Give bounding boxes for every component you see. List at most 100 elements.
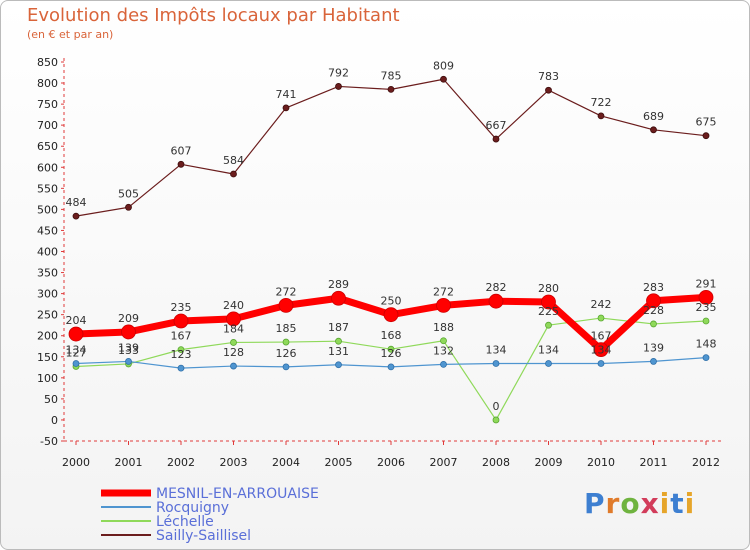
data-point xyxy=(387,345,395,353)
data-label: 667 xyxy=(486,119,507,132)
data-label: 283 xyxy=(643,281,664,294)
data-label: 133 xyxy=(118,344,139,357)
y-tick-label: 700 xyxy=(37,119,58,132)
data-label: 228 xyxy=(643,304,664,317)
data-point xyxy=(383,307,399,323)
data-point xyxy=(650,126,657,134)
data-point xyxy=(335,83,342,90)
data-point xyxy=(698,290,714,305)
data-point xyxy=(335,337,342,345)
data-label: 240 xyxy=(223,299,244,312)
x-tick-label: 2011 xyxy=(640,456,668,469)
data-point xyxy=(125,358,132,365)
data-label: 675 xyxy=(696,116,717,129)
data-label: 272 xyxy=(276,285,297,298)
data-label: 741 xyxy=(276,88,297,101)
x-tick-label: 2007 xyxy=(430,456,458,469)
chart-title: Evolution des Impôts locaux par Habitant xyxy=(27,5,400,26)
x-tick-label: 2012 xyxy=(692,456,720,469)
data-point xyxy=(387,363,395,371)
data-point xyxy=(282,338,290,346)
data-point xyxy=(597,360,605,367)
legend-label: Sailly-Saillisel xyxy=(156,528,251,544)
data-point xyxy=(282,363,290,371)
x-tick-label: 2005 xyxy=(325,456,353,469)
data-label: 188 xyxy=(433,321,454,334)
data-label: 792 xyxy=(328,66,349,79)
data-label: 291 xyxy=(696,277,717,290)
legend-label: Rocquigny xyxy=(156,500,229,516)
y-tick-label: 300 xyxy=(37,288,58,301)
data-point xyxy=(177,364,185,372)
x-tick-label: 2001 xyxy=(115,456,143,469)
data-point xyxy=(436,298,451,313)
data-point xyxy=(121,324,136,340)
data-point xyxy=(545,321,552,329)
data-label: 139 xyxy=(643,341,664,354)
data-label: 225 xyxy=(538,305,559,318)
data-point xyxy=(492,416,500,424)
data-label: 282 xyxy=(486,281,507,294)
data-label: 134 xyxy=(538,344,559,357)
data-label: 722 xyxy=(591,96,612,109)
y-tick-label: 100 xyxy=(37,372,58,385)
data-label: 484 xyxy=(66,196,87,209)
data-label: 167 xyxy=(591,330,612,343)
data-point xyxy=(125,203,132,211)
data-point xyxy=(702,354,710,362)
data-point xyxy=(230,362,237,370)
data-point xyxy=(278,298,294,313)
data-label: 689 xyxy=(643,110,664,123)
data-label: 783 xyxy=(538,70,559,83)
data-label: 123 xyxy=(171,348,192,361)
data-point xyxy=(177,160,185,168)
chart-subtitle: (en € et par an) xyxy=(27,28,114,41)
x-tick-label: 2003 xyxy=(220,456,248,469)
data-label: 505 xyxy=(118,187,139,200)
data-point xyxy=(597,314,605,322)
data-point xyxy=(492,360,500,367)
y-tick-label: 600 xyxy=(37,161,58,174)
data-point xyxy=(488,293,504,309)
data-label: 185 xyxy=(276,322,297,335)
data-point xyxy=(226,311,241,327)
x-tick-label: 2006 xyxy=(377,456,405,469)
data-point xyxy=(646,293,661,309)
data-label: 204 xyxy=(66,314,87,327)
data-label: 235 xyxy=(696,301,717,314)
y-tick-label: 150 xyxy=(37,351,58,364)
y-tick-label: 400 xyxy=(37,246,58,259)
data-label: 242 xyxy=(591,298,612,311)
data-label: 148 xyxy=(696,338,717,351)
x-tick-label: 2002 xyxy=(167,456,195,469)
data-point xyxy=(492,135,500,143)
y-tick-label: 50 xyxy=(44,393,58,406)
y-tick-label: 800 xyxy=(37,77,58,90)
data-point xyxy=(335,361,342,369)
data-label: 134 xyxy=(66,344,87,357)
data-point xyxy=(545,360,552,367)
data-label: 126 xyxy=(381,347,402,360)
x-tick-label: 2000 xyxy=(62,456,90,469)
data-label: 184 xyxy=(223,322,244,335)
legend-label: MESNIL-EN-ARROUAISE xyxy=(156,486,319,502)
data-point xyxy=(541,294,556,310)
data-point xyxy=(440,337,447,345)
data-point xyxy=(72,212,80,220)
data-label: 250 xyxy=(381,295,402,308)
data-point xyxy=(440,360,447,368)
y-tick-label: 750 xyxy=(37,98,58,111)
y-tick-label: 500 xyxy=(37,203,58,216)
data-label: 126 xyxy=(276,347,297,360)
data-label: 127 xyxy=(66,346,87,359)
y-tick-label: 550 xyxy=(37,182,58,195)
data-label: 187 xyxy=(328,321,349,334)
data-label: 289 xyxy=(328,278,349,291)
data-label: 168 xyxy=(381,329,402,342)
y-tick-label: 0 xyxy=(51,414,58,427)
y-tick-label: -50 xyxy=(40,435,58,448)
data-point xyxy=(597,112,605,120)
data-label: 235 xyxy=(171,301,192,314)
